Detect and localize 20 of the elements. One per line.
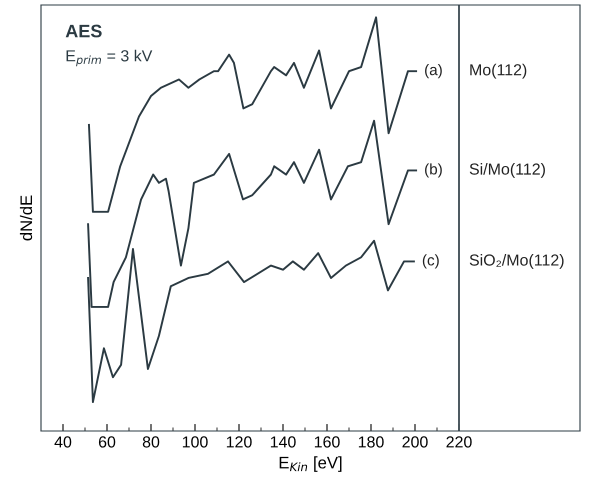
x-tick-label: 100 <box>182 436 208 448</box>
x-tick-label: 40 <box>54 436 72 448</box>
annotation: (a) <box>425 64 442 78</box>
annotation: (c) <box>422 254 439 269</box>
x-tick-label: 160 <box>314 436 340 448</box>
x-axis-title: E$_{Kin}$ [eV] <box>280 456 342 472</box>
annotation: (b) <box>425 163 442 178</box>
text: SiO₂/Mo(112) <box>470 254 564 269</box>
text: Si/Mo(112) <box>470 162 545 178</box>
x-tick-label: 60 <box>98 436 116 448</box>
x-tick-label: 140 <box>270 436 296 448</box>
chart-title: AES <box>66 24 102 38</box>
x-tick-label: 200 <box>402 436 428 448</box>
y-axis-title: dN/dE <box>20 196 32 240</box>
text: E$_{prim}$ = 3 kV <box>66 50 152 66</box>
x-tick-label: 120 <box>226 436 252 448</box>
x-tick-label: 80 <box>142 436 160 448</box>
x-tick-label: 220 <box>446 436 472 448</box>
x-tick-label: 180 <box>358 436 384 448</box>
text: Mo(112) <box>470 64 526 79</box>
